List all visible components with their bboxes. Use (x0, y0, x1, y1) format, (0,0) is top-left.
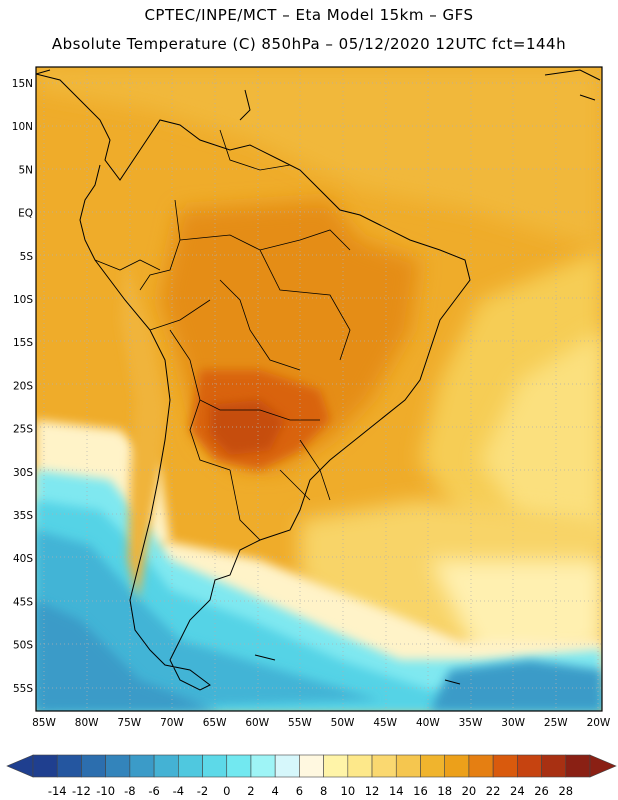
latitude-label: 10S (13, 294, 33, 306)
latitude-label: EQ (18, 208, 33, 220)
longitude-label: 35W (459, 717, 483, 729)
longitude-label: 40W (416, 717, 440, 729)
latitude-label: 35S (13, 510, 33, 522)
latitude-label: 25S (13, 424, 33, 436)
colorbar-label: 18 (437, 784, 452, 798)
latitude-label: 55S (13, 683, 33, 695)
colorbar-label: 12 (365, 784, 380, 798)
map-grid (36, 67, 602, 711)
longitude-label: 70W (160, 717, 184, 729)
latitude-label: 20S (13, 380, 33, 392)
latitude-labels: 15N 10N 5N EQ 5S 10S 15S 20S 25S 30S 35S 40S 45S 50S 5… (12, 78, 34, 695)
colorbar-label: 10 (341, 784, 356, 798)
colorbar-swatch (56, 754, 82, 778)
colorbar-swatch (492, 754, 518, 778)
longitude-label: 45W (373, 717, 397, 729)
colorbar-label: 20 (462, 784, 477, 798)
colorbar-swatch (81, 754, 106, 778)
colorbar-swatch (371, 754, 397, 778)
colorbar-label: 0 (223, 784, 230, 798)
colorbar-swatch (565, 754, 591, 778)
colorbar-swatch (250, 754, 276, 778)
longitude-label: 75W (117, 717, 141, 729)
colorbar-swatch (299, 754, 324, 778)
colorbar-label: -4 (173, 784, 184, 798)
colorbar-max-arrow (589, 754, 617, 778)
colorbar-swatch (129, 754, 155, 778)
colorbar-label: -2 (197, 784, 208, 798)
colorbar-swatch (517, 754, 542, 778)
colorbar-label: 16 (413, 784, 428, 798)
colorbar-label: -8 (124, 784, 135, 798)
latitude-label: 5N (18, 164, 33, 176)
colorbar-label: -14 (48, 784, 67, 798)
latitude-label: 40S (13, 553, 33, 565)
longitude-label: 25W (544, 717, 568, 729)
map-subtitle: Absolute Temperature (C) 850hPa – 05/12/… (51, 35, 567, 53)
colorbar-label: 28 (558, 784, 573, 798)
colorbar-swatch (105, 754, 131, 778)
colorbar-swatch (444, 754, 470, 778)
colorbar-swatch (32, 754, 58, 778)
temperature-field (36, 67, 602, 711)
colorbar-label: -10 (96, 784, 115, 798)
longitude-label: 20W (587, 717, 611, 729)
colorbar-swatch (202, 754, 228, 778)
latitude-label: 10N (12, 121, 33, 133)
longitude-label: 50W (331, 717, 355, 729)
map-border (35, 66, 603, 712)
longitude-label: 60W (245, 717, 269, 729)
longitude-label: 55W (288, 717, 312, 729)
colorbar-swatch (274, 754, 300, 778)
latitude-label: 30S (13, 467, 33, 479)
colorbar-min-arrow (6, 754, 34, 778)
colorbar-swatch (226, 754, 252, 778)
colorbar-label: 2 (247, 784, 254, 798)
map-title: CPTEC/INPE/MCT – Eta Model 15km – GFS (144, 6, 474, 24)
longitude-labels: 85W 80W 75W 70W 65W 60W 55W 50W 45W 40W 35W 30W 25W 2… (32, 717, 611, 729)
colorbar-swatch (178, 754, 203, 778)
colorbar-swatch (395, 754, 421, 778)
longitude-label: 85W (32, 717, 56, 729)
colorbar-swatch (347, 754, 373, 778)
colorbar-label: -6 (148, 784, 159, 798)
colorbar-swatch (541, 754, 567, 778)
colorbar-label: 4 (272, 784, 279, 798)
country-borders (94, 129, 351, 541)
latitude-label: 45S (13, 596, 33, 608)
colorbar-swatch (420, 754, 445, 778)
colorbar-label: 8 (320, 784, 327, 798)
colorbar-label: 14 (389, 784, 404, 798)
colorbar-label: 6 (296, 784, 303, 798)
latitude-label: 15N (12, 78, 33, 90)
colorbar-label: -12 (72, 784, 91, 798)
latitude-label: 5S (20, 251, 34, 263)
longitude-label: 65W (203, 717, 227, 729)
longitude-label: 80W (75, 717, 99, 729)
colorbar-swatch (323, 754, 349, 778)
latitude-label: 50S (13, 640, 33, 652)
colorbar-label: 26 (534, 784, 549, 798)
latitude-label: 15S (13, 337, 33, 349)
colorbar-swatch (153, 754, 179, 778)
colorbar-label: 24 (510, 784, 525, 798)
coastline (36, 69, 601, 691)
longitude-label: 30W (501, 717, 525, 729)
colorbar: -14 -12 -10 -8 -6 -4 -2 0 2 4 6 8 10 12 14 16 18 20 22 24 26… (6, 754, 617, 798)
colorbar-swatch (468, 754, 494, 778)
colorbar-label: 22 (486, 784, 501, 798)
